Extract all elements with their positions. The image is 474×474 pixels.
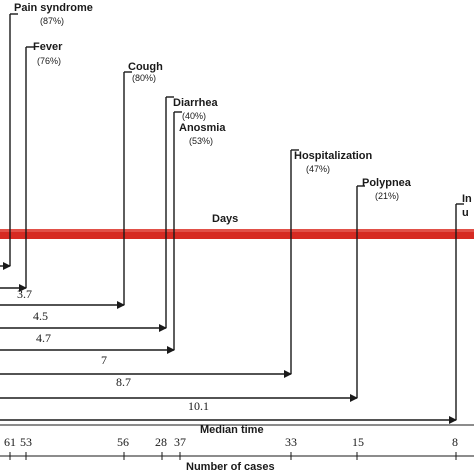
event-label-anosmia: Anosmia xyxy=(179,122,226,134)
case-count-pain-syndrome: 61 xyxy=(4,435,16,449)
event-label-hospitalization: Hospitalization xyxy=(294,150,373,162)
case-count-hospitalization: 33 xyxy=(285,435,297,449)
event-percent-pain-syndrome: (87%) xyxy=(40,16,64,26)
event-label-diarrhea: Diarrhea xyxy=(173,97,219,109)
median-value-anosmia: 7 xyxy=(101,353,107,367)
event-percent-cough: (80%) xyxy=(132,73,156,83)
median-value-diarrhea: 4.7 xyxy=(36,331,51,345)
case-count-anosmia: 37 xyxy=(174,435,186,449)
event-label-polypnea: Polypnea xyxy=(362,177,412,189)
median-value-polypnea: 10.1 xyxy=(188,399,209,413)
event-label-cough: Cough xyxy=(128,61,163,73)
days-label: Days xyxy=(212,213,238,225)
case-count-polypnea: 15 xyxy=(352,435,364,449)
event-label-cut-off: In xyxy=(462,193,472,205)
median-time-axis-label: Median time xyxy=(200,424,264,436)
event-label-fever: Fever xyxy=(33,41,63,53)
median-value-cough: 4.5 xyxy=(33,309,48,323)
median-value-fever: 3.7 xyxy=(17,287,32,301)
median-value-hospitalization: 8.7 xyxy=(116,375,131,389)
case-count-cough: 56 xyxy=(117,435,129,449)
event-label-pain-syndrome: Pain syndrome xyxy=(14,2,93,14)
number-of-cases-axis-label: Number of cases xyxy=(186,461,275,473)
case-count-cut-off: 8 xyxy=(452,435,458,449)
event-label-cut-off-continued: u xyxy=(462,207,469,219)
days-band-highlight xyxy=(0,229,474,232)
days-band xyxy=(0,229,474,239)
event-percent-polypnea: (21%) xyxy=(375,191,399,201)
event-percent-diarrhea: (40%) xyxy=(182,111,206,121)
event-percent-fever: (76%) xyxy=(37,56,61,66)
event-percent-anosmia: (53%) xyxy=(189,136,213,146)
case-count-diarrhea: 28 xyxy=(155,435,167,449)
event-percent-hospitalization: (47%) xyxy=(306,164,330,174)
case-count-fever: 53 xyxy=(20,435,32,449)
